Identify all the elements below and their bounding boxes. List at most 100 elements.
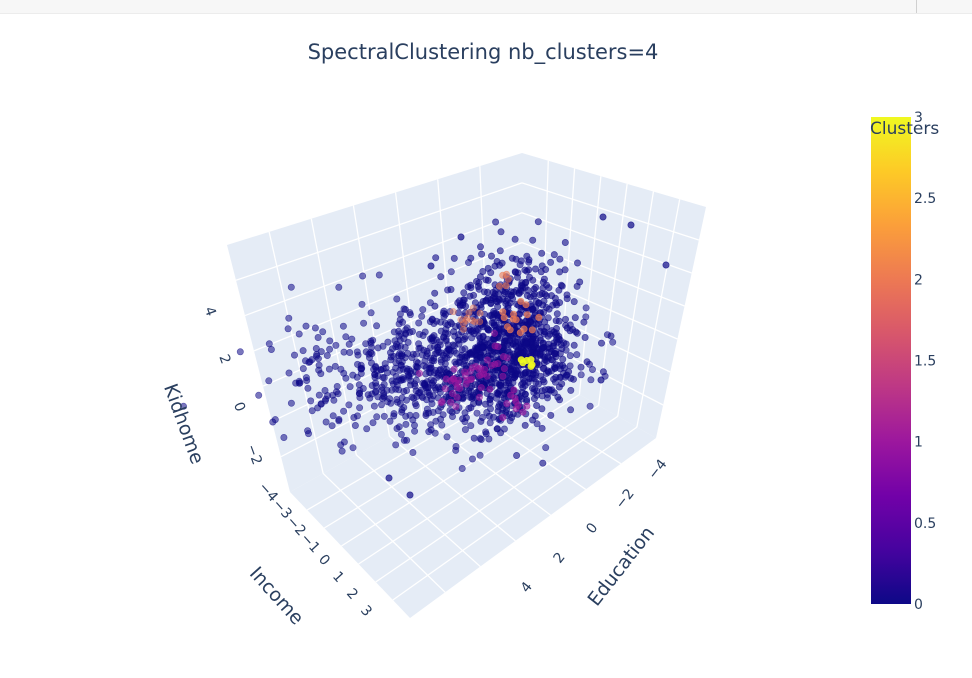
data-point	[337, 365, 345, 373]
data-point	[351, 421, 359, 429]
data-point	[526, 317, 534, 325]
data-point	[499, 372, 507, 380]
data-point	[627, 221, 635, 229]
data-point	[487, 361, 495, 369]
scene-panes	[227, 153, 706, 618]
data-point	[495, 334, 503, 342]
data-point	[491, 342, 499, 350]
data-point	[447, 347, 455, 355]
data-point	[440, 307, 448, 315]
colorbar-gradient	[871, 117, 911, 604]
data-point	[392, 441, 400, 449]
data-point	[323, 351, 331, 359]
data-point	[522, 339, 530, 347]
data-point	[322, 418, 330, 426]
data-point	[284, 325, 292, 333]
data-point	[479, 332, 487, 340]
data-point	[517, 297, 525, 305]
data-point	[397, 430, 405, 438]
data-point	[569, 375, 577, 383]
data-point	[448, 389, 456, 397]
data-point	[455, 376, 463, 384]
data-point	[428, 315, 436, 323]
data-point	[588, 365, 596, 373]
data-point	[475, 372, 483, 380]
data-point	[513, 451, 521, 459]
data-point	[518, 395, 526, 403]
data-point	[443, 433, 451, 441]
data-point	[547, 411, 555, 419]
data-point	[483, 408, 491, 416]
data-point	[500, 314, 508, 322]
data-point	[503, 400, 511, 408]
data-point	[529, 416, 537, 424]
data-point	[438, 421, 446, 429]
z-axis-title: Kidhome	[159, 381, 208, 467]
data-point	[581, 333, 589, 341]
data-point	[475, 365, 483, 373]
data-point	[550, 251, 558, 259]
data-point	[499, 295, 507, 303]
x-tick-label: 0	[583, 520, 601, 537]
data-point	[510, 386, 518, 394]
gridline	[521, 182, 700, 241]
data-point	[404, 371, 412, 379]
data-point	[523, 402, 531, 410]
data-point	[495, 324, 503, 332]
data-point	[304, 430, 312, 438]
data-point	[437, 318, 445, 326]
data-point	[469, 304, 477, 312]
data-point	[509, 379, 517, 387]
data-point	[447, 285, 455, 293]
data-point	[330, 396, 338, 404]
data-point	[597, 376, 605, 384]
data-point	[529, 236, 537, 244]
data-point	[315, 366, 323, 374]
data-point	[468, 455, 476, 463]
data-point	[662, 261, 670, 269]
data-point	[519, 408, 527, 416]
data-point	[363, 425, 371, 433]
data-point	[308, 407, 316, 415]
data-point	[311, 324, 319, 332]
data-point	[490, 292, 498, 300]
data-point	[459, 325, 467, 333]
data-point	[530, 292, 538, 300]
data-point	[415, 319, 423, 327]
data-point	[403, 365, 411, 373]
data-point	[497, 379, 505, 387]
data-point	[406, 328, 414, 336]
data-point	[530, 388, 538, 396]
gridline	[375, 415, 619, 583]
data-point	[406, 491, 414, 499]
data-point	[402, 396, 410, 404]
data-point	[434, 344, 442, 352]
data-point	[571, 314, 579, 322]
data-point	[508, 254, 516, 262]
data-point	[368, 390, 376, 398]
data-point	[400, 335, 408, 343]
data-point	[562, 371, 570, 379]
data-point	[476, 318, 484, 326]
data-point	[466, 393, 474, 401]
data-point	[517, 281, 525, 289]
data-point	[301, 357, 309, 365]
data-point	[449, 308, 457, 316]
data-point	[356, 404, 364, 412]
data-point	[315, 391, 323, 399]
data-point	[326, 345, 334, 353]
data-point	[339, 322, 347, 330]
gridline	[636, 199, 681, 428]
data-point	[476, 435, 484, 443]
colorbar: 0 0.5 1 1.5 2 2.5 3 Clusters	[870, 110, 939, 613]
data-point	[459, 320, 467, 328]
data-point	[390, 328, 398, 336]
data-point	[468, 316, 476, 324]
data-point	[473, 409, 481, 417]
data-point	[506, 366, 514, 374]
data-point	[428, 334, 436, 342]
colorbar-tick-label: 1	[914, 435, 923, 451]
data-point	[561, 315, 569, 323]
data-point	[534, 218, 542, 226]
